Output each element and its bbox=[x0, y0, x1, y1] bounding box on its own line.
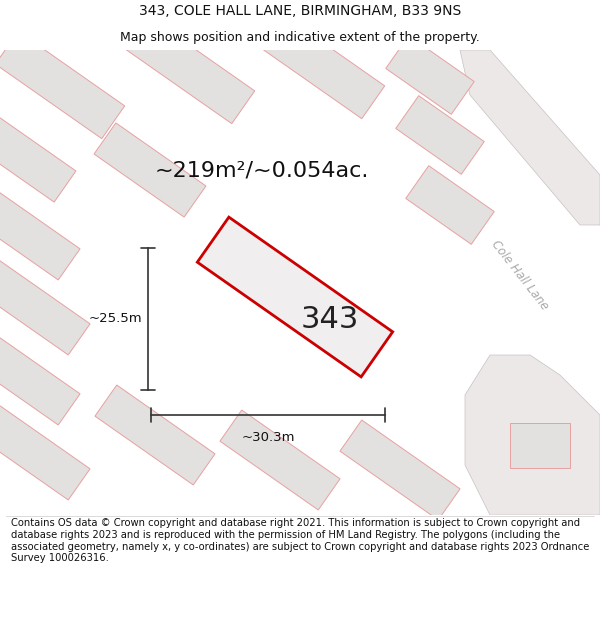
Polygon shape bbox=[95, 385, 215, 485]
Polygon shape bbox=[0, 400, 90, 500]
Polygon shape bbox=[197, 217, 392, 377]
Text: Contains OS data © Crown copyright and database right 2021. This information is : Contains OS data © Crown copyright and d… bbox=[11, 518, 589, 563]
Polygon shape bbox=[396, 96, 484, 174]
Text: ~30.3m: ~30.3m bbox=[241, 431, 295, 444]
Text: Map shows position and indicative extent of the property.: Map shows position and indicative extent… bbox=[120, 31, 480, 44]
Text: 343: 343 bbox=[301, 306, 359, 334]
Polygon shape bbox=[0, 325, 80, 425]
Polygon shape bbox=[460, 50, 600, 225]
Text: ~219m²/~0.054ac.: ~219m²/~0.054ac. bbox=[155, 160, 370, 180]
Polygon shape bbox=[386, 36, 474, 114]
Text: ~25.5m: ~25.5m bbox=[88, 312, 142, 326]
Text: Cole Hall Lane: Cole Hall Lane bbox=[489, 238, 551, 312]
Polygon shape bbox=[0, 255, 90, 355]
Polygon shape bbox=[255, 11, 385, 119]
Polygon shape bbox=[406, 166, 494, 244]
Polygon shape bbox=[465, 355, 600, 515]
Polygon shape bbox=[0, 180, 80, 280]
Polygon shape bbox=[340, 420, 460, 520]
Polygon shape bbox=[94, 123, 206, 217]
Polygon shape bbox=[510, 422, 570, 468]
Text: 343, COLE HALL LANE, BIRMINGHAM, B33 9NS: 343, COLE HALL LANE, BIRMINGHAM, B33 9NS bbox=[139, 4, 461, 18]
Polygon shape bbox=[0, 31, 125, 139]
Polygon shape bbox=[125, 16, 255, 124]
Polygon shape bbox=[0, 108, 76, 202]
Polygon shape bbox=[220, 410, 340, 510]
